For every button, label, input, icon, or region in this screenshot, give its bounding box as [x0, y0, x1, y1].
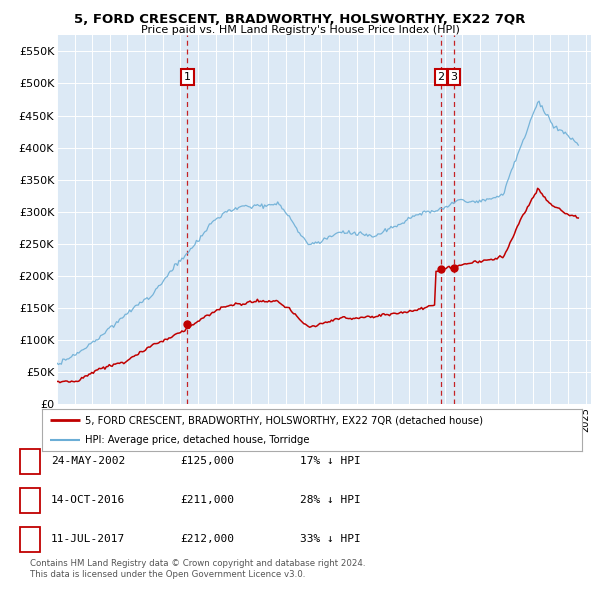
Text: 24-MAY-2002: 24-MAY-2002: [51, 457, 125, 466]
Text: 2: 2: [27, 496, 34, 505]
Text: 17% ↓ HPI: 17% ↓ HPI: [300, 457, 361, 466]
Text: 14-OCT-2016: 14-OCT-2016: [51, 496, 125, 505]
Text: £211,000: £211,000: [180, 496, 234, 505]
Text: HPI: Average price, detached house, Torridge: HPI: Average price, detached house, Torr…: [85, 435, 310, 445]
Text: Price paid vs. HM Land Registry's House Price Index (HPI): Price paid vs. HM Land Registry's House …: [140, 25, 460, 35]
Text: 28% ↓ HPI: 28% ↓ HPI: [300, 496, 361, 505]
Text: £212,000: £212,000: [180, 535, 234, 544]
Text: 3: 3: [451, 72, 457, 82]
Text: Contains HM Land Registry data © Crown copyright and database right 2024.
This d: Contains HM Land Registry data © Crown c…: [30, 559, 365, 579]
Text: 11-JUL-2017: 11-JUL-2017: [51, 535, 125, 544]
Text: 1: 1: [184, 72, 191, 82]
Text: 5, FORD CRESCENT, BRADWORTHY, HOLSWORTHY, EX22 7QR: 5, FORD CRESCENT, BRADWORTHY, HOLSWORTHY…: [74, 13, 526, 26]
Text: 3: 3: [27, 535, 34, 544]
Text: 1: 1: [27, 457, 34, 466]
Text: £125,000: £125,000: [180, 457, 234, 466]
Text: 2: 2: [437, 72, 445, 82]
Text: 33% ↓ HPI: 33% ↓ HPI: [300, 535, 361, 544]
Text: 5, FORD CRESCENT, BRADWORTHY, HOLSWORTHY, EX22 7QR (detached house): 5, FORD CRESCENT, BRADWORTHY, HOLSWORTHY…: [85, 415, 483, 425]
